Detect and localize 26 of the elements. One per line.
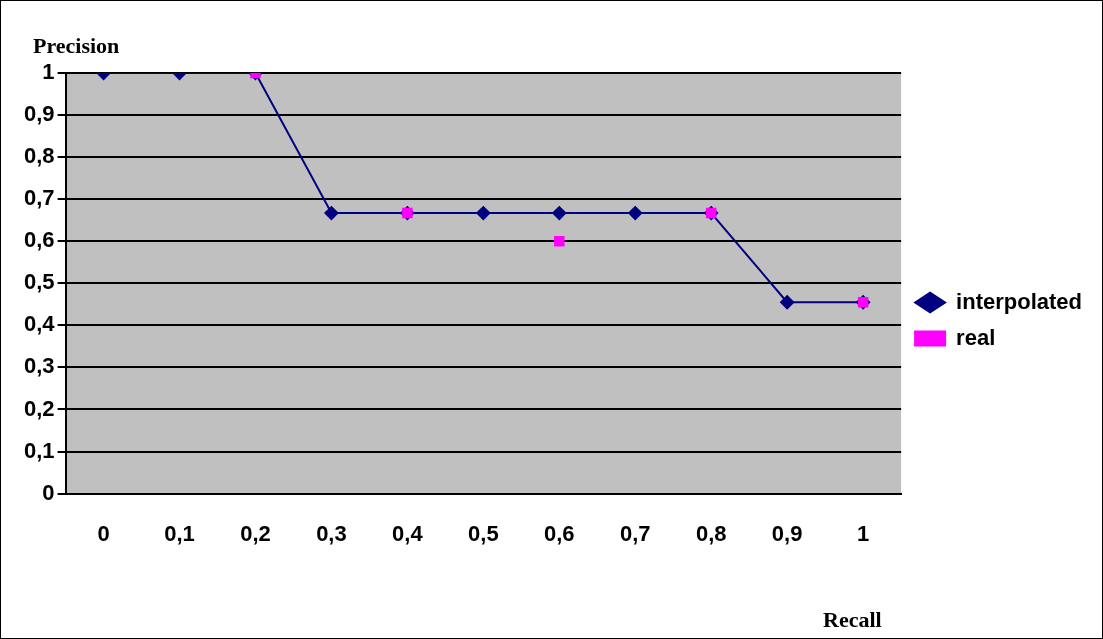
y-tick-label: 0,5: [23, 269, 55, 295]
y-tick-label: 0,6: [23, 227, 55, 253]
x-tick-label: 0,3: [316, 520, 347, 546]
x-tick-label: 0,6: [544, 520, 575, 546]
y-tick-label: 0: [42, 479, 55, 505]
y-tick-label: 0,4: [23, 311, 56, 337]
x-tick-label: 0,1: [164, 520, 195, 546]
x-tick-label: 0,9: [771, 520, 803, 546]
legend-label: interpolated: [956, 288, 1083, 314]
y-tick-label: 1: [42, 59, 55, 85]
y-tick-label: 0,3: [23, 353, 55, 379]
x-tick-label: 0,7: [619, 520, 651, 546]
x-tick-label: 0,5: [468, 520, 499, 546]
x-axis-title: Recall: [823, 607, 882, 633]
x-tick-label: 0,4: [392, 520, 424, 546]
legend-label: real: [956, 324, 996, 350]
x-tick-label: 0,2: [240, 520, 271, 546]
y-axis-title: Precision: [33, 33, 120, 59]
y-tick-label: 0,1: [23, 437, 55, 463]
y-tick-label: 0,8: [23, 143, 55, 169]
y-tick-label: 0,2: [23, 395, 55, 421]
y-tick-label: 0,7: [23, 185, 55, 211]
x-tick-label: 0,8: [695, 520, 727, 546]
x-tick-label: 0: [97, 520, 110, 546]
y-tick-label: 0,9: [23, 101, 55, 127]
x-tick-label: 1: [857, 520, 870, 546]
